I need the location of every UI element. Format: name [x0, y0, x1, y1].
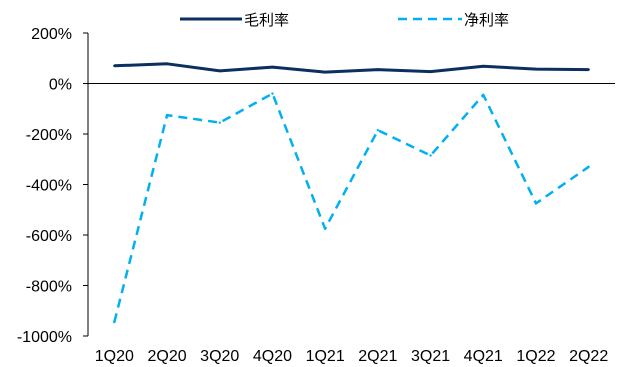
- data-point-net-margin: [429, 154, 432, 157]
- x-tick-label: 4Q20: [253, 348, 292, 365]
- y-tick-label: 200%: [31, 26, 72, 43]
- x-tick-label: 1Q22: [516, 348, 555, 365]
- x-axis: 1Q20 2Q20 3Q20 4Q20 1Q21 2Q21 3Q21 4Q21 1Q22 2Q22: [88, 83, 615, 365]
- y-tick-label: -400%: [26, 178, 72, 195]
- y-tick-label: -1000%: [17, 329, 72, 346]
- legend-label-net-margin: 净利率: [464, 11, 509, 29]
- legend: 毛利率 净利率: [180, 11, 509, 29]
- x-tick-label: 4Q21: [464, 348, 503, 365]
- x-tick-label: 3Q21: [411, 348, 450, 365]
- x-tick-label: 1Q21: [306, 348, 345, 365]
- data-point-gross-margin: [482, 65, 485, 68]
- data-point-gross-margin: [165, 62, 169, 66]
- series-layer: [113, 62, 590, 324]
- data-point-net-margin: [271, 92, 274, 95]
- series-line-gross-margin: [114, 62, 589, 74]
- data-point-gross-margin: [587, 68, 590, 71]
- x-tick-label: 2Q21: [358, 348, 397, 365]
- data-point-gross-margin: [534, 67, 538, 71]
- x-tick-label: 3Q20: [200, 348, 239, 365]
- y-axis: 200% 0% -200% -400% -600% -800% -1000%: [17, 26, 89, 346]
- data-point-gross-margin: [113, 64, 116, 68]
- series-line-net-margin: [113, 92, 590, 323]
- y-tick-label: -600%: [26, 228, 72, 245]
- y-tick-label: -800%: [26, 279, 72, 296]
- data-point-net-margin: [376, 129, 380, 132]
- data-point-net-margin: [323, 227, 327, 230]
- data-point-gross-margin: [323, 70, 327, 74]
- x-tick-label: 2Q20: [147, 348, 186, 365]
- data-point-net-margin: [587, 165, 590, 169]
- data-point-net-margin: [218, 121, 221, 124]
- data-point-net-margin: [482, 93, 485, 97]
- data-point-gross-margin: [376, 68, 380, 71]
- y-tick-label: 0%: [49, 77, 72, 94]
- data-point-gross-margin: [271, 65, 274, 69]
- y-tick-label: -200%: [26, 127, 72, 144]
- data-point-gross-margin: [218, 69, 221, 73]
- data-point-net-margin: [113, 320, 116, 324]
- data-point-net-margin: [534, 202, 538, 205]
- x-tick-label: 1Q20: [95, 348, 134, 365]
- data-point-gross-margin: [429, 70, 432, 73]
- legend-label-gross-margin: 毛利率: [244, 11, 289, 29]
- data-point-net-margin: [165, 113, 169, 117]
- x-tick-label: 2Q22: [569, 348, 608, 365]
